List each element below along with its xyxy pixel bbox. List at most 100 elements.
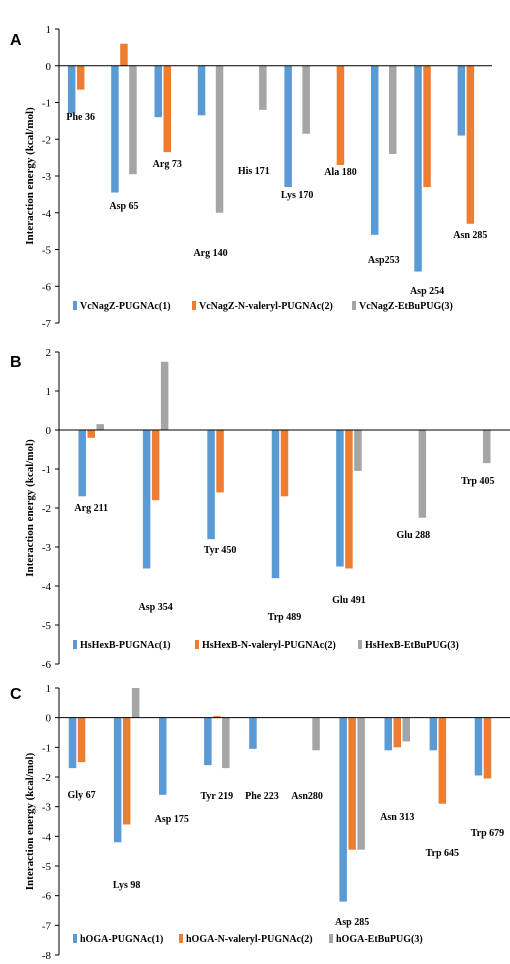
bar <box>259 65 267 110</box>
bar <box>142 430 151 569</box>
bar <box>151 430 160 501</box>
panel-letter: B <box>10 354 22 371</box>
y-tick-label: -7 <box>42 920 52 932</box>
bar <box>129 65 137 175</box>
y-tick-label: 2 <box>46 347 52 359</box>
y-tick-label: 1 <box>46 24 52 36</box>
bar <box>222 717 230 769</box>
bar <box>204 717 212 766</box>
y-tick-label: -3 <box>42 542 52 554</box>
category-label: Trp 489 <box>268 612 301 623</box>
category-label: Asn 285 <box>453 230 487 241</box>
y-tick-label: -3 <box>42 802 52 814</box>
y-tick-label: -4 <box>42 208 52 220</box>
category-label: Asp253 <box>368 255 400 266</box>
bar <box>271 430 280 579</box>
bar <box>423 65 431 188</box>
bar <box>280 430 289 497</box>
category-label: Glu 491 <box>332 595 366 606</box>
y-tick-label: -2 <box>42 134 51 146</box>
category-label: Glu 288 <box>397 530 431 541</box>
category-label: Asp 354 <box>139 602 173 613</box>
legend-swatch <box>73 934 77 943</box>
legend-swatch <box>352 301 356 310</box>
bar <box>160 361 169 430</box>
bar <box>159 717 167 795</box>
y-tick-label: 0 <box>46 713 52 725</box>
y-tick-label: -3 <box>42 171 52 183</box>
bar <box>207 430 215 540</box>
category-label: Arg 211 <box>74 503 108 514</box>
category-label: Tyr 450 <box>204 545 237 556</box>
bar <box>483 430 491 464</box>
bar <box>466 65 475 224</box>
legend-label: HsHexB-EtBuPUG(3) <box>365 640 459 651</box>
category-label: Lys 170 <box>281 190 314 201</box>
bar <box>336 430 344 567</box>
y-tick-label: -5 <box>42 861 52 873</box>
bar <box>483 717 492 779</box>
bar <box>78 430 86 497</box>
bar <box>249 717 257 749</box>
legend-swatch <box>179 934 183 943</box>
legend-label: HsHexB-PUGNAc(1) <box>80 640 171 651</box>
legend-swatch <box>73 640 77 649</box>
category-label: Gly 67 <box>68 790 96 801</box>
y-tick-label: -5 <box>42 245 52 257</box>
category-label: Trp 405 <box>461 476 494 487</box>
legend-swatch <box>195 640 199 649</box>
category-label: Asn280 <box>291 791 323 802</box>
bar <box>215 65 224 213</box>
bar <box>393 717 401 748</box>
category-label: Asp 175 <box>155 814 189 825</box>
category-label: Phe 223 <box>245 791 279 802</box>
y-axis-label: Interaction energy (kcal/mol) <box>24 107 36 245</box>
y-tick-label: -4 <box>42 831 52 843</box>
legend-label: VcNagZ-PUGNAc(1) <box>80 301 171 312</box>
y-tick-label: 0 <box>46 61 52 73</box>
bar <box>418 430 427 518</box>
bar <box>371 65 379 235</box>
chart-panel-c: C 1 0 -1 -2 -3 -4 -5 -6 -7 -8 Interaction energy (k… <box>10 683 510 962</box>
category-label: Trp 645 <box>426 848 459 859</box>
legend-label: hOGA-PUGNAc(1) <box>80 934 163 945</box>
bar <box>68 717 77 769</box>
y-tick-label: -6 <box>42 659 52 671</box>
y-tick-label: -7 <box>42 318 52 330</box>
bar <box>111 65 119 193</box>
bar <box>438 717 447 804</box>
y-tick-label: 1 <box>46 683 52 695</box>
chart-panel-b: B 2 1 0 -1 -2 -3 -4 -5 -6 Interaction energy (kcal… <box>10 347 510 671</box>
bar <box>197 65 206 116</box>
category-label: Arg 140 <box>193 248 227 259</box>
category-label: Asp 285 <box>335 917 369 928</box>
bar <box>336 65 345 165</box>
bar <box>67 65 76 114</box>
y-tick-label: -4 <box>42 581 52 593</box>
y-tick-label: -2 <box>42 772 51 784</box>
legend-label: VcNagZ-N-valeryl-PUGNAc(2) <box>199 301 333 312</box>
bar <box>457 65 466 136</box>
legend-label: hOGA-EtBuPUG(3) <box>336 934 423 945</box>
bar <box>113 717 122 843</box>
bar <box>131 688 140 718</box>
bar <box>77 717 86 763</box>
y-tick-label: -1 <box>42 742 51 754</box>
bar <box>357 717 365 850</box>
bar <box>414 65 422 272</box>
category-label: Lys 98 <box>113 880 141 891</box>
bar <box>216 430 224 493</box>
y-tick-label: -8 <box>42 950 52 962</box>
category-label: Tyr 219 <box>201 791 234 802</box>
category-label: Asn 313 <box>380 812 414 823</box>
bar <box>312 717 320 751</box>
bar <box>345 430 353 569</box>
y-axis-label: Interaction energy (kcal/mol) <box>24 439 36 577</box>
category-label: Asp 65 <box>109 201 138 212</box>
bar <box>474 717 483 776</box>
legend-swatch <box>192 301 196 310</box>
bar <box>96 424 104 430</box>
bar <box>389 65 397 154</box>
legend-label: VcNagZ-EtBuPUG(3) <box>359 301 453 312</box>
bar <box>87 430 95 438</box>
